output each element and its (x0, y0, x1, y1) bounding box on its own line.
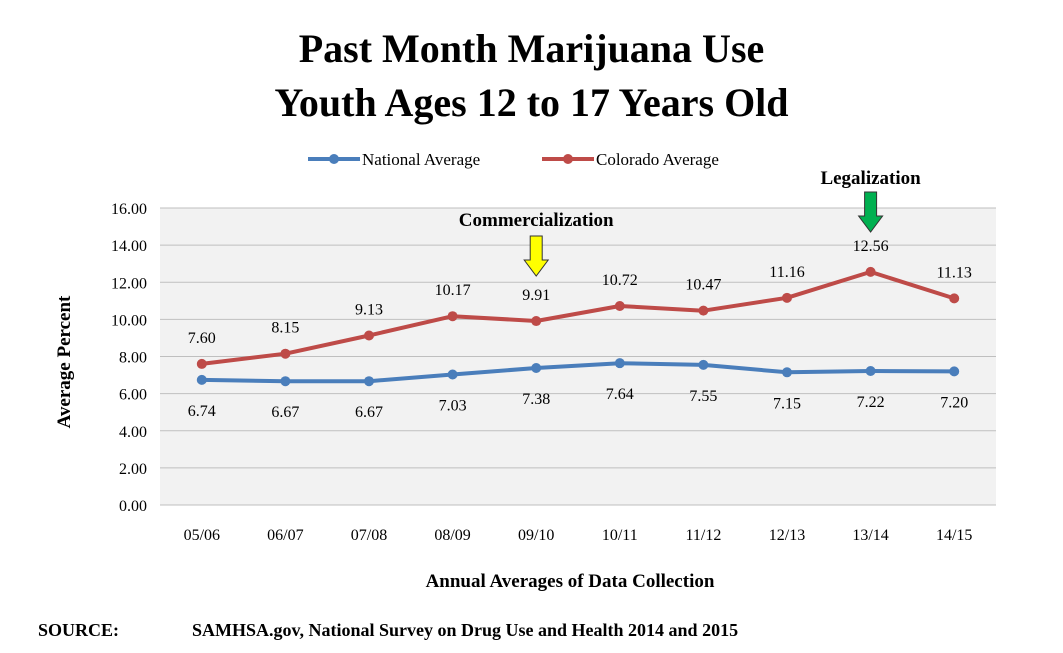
x-tick-label: 09/10 (518, 527, 554, 544)
x-tick-label: 08/09 (434, 527, 470, 544)
data-label: 7.15 (773, 395, 801, 412)
data-point (865, 266, 876, 277)
x-axis: 05/06 06/07 07/08 08/09 09/10 10/11 11/12 12/13… (184, 527, 973, 544)
legend-label: Colorado Average (596, 150, 719, 169)
data-label: 11.16 (769, 264, 804, 281)
data-point (531, 316, 542, 327)
data-point (865, 365, 876, 376)
data-label: 10.72 (602, 272, 638, 289)
data-point (614, 301, 625, 312)
y-tick-label: 16.00 (111, 201, 147, 218)
annotation-label: Legalization (820, 168, 921, 189)
data-label: 6.67 (271, 404, 299, 421)
data-point (782, 367, 792, 378)
data-label: 7.20 (940, 394, 968, 411)
chart-title-line-1: Past Month Marijuana Use (298, 26, 765, 71)
x-tick-label: 12/13 (769, 527, 805, 544)
data-label: 10.17 (435, 282, 471, 299)
data-label: 6.74 (188, 403, 216, 420)
data-label: 7.22 (857, 394, 885, 411)
data-label: 7.38 (522, 391, 550, 408)
data-point (196, 374, 207, 385)
data-point (614, 358, 625, 369)
source-label: SOURCE: (38, 620, 120, 640)
data-point (531, 363, 542, 374)
series-line-1 (201, 269, 955, 366)
data-label: 7.64 (606, 386, 634, 403)
data-point (698, 305, 709, 316)
data-labels: 6.74 6.67 6.67 7.03 7.38 7.64 7.55 7.15 7.22 7.20… (188, 238, 972, 421)
x-tick-label: 05/06 (184, 527, 220, 544)
data-point (698, 359, 709, 370)
y-tick-label: 0.00 (119, 498, 147, 515)
data-point (782, 292, 792, 303)
annotation-arrow (857, 191, 884, 233)
data-point (949, 293, 960, 304)
grid (160, 207, 996, 506)
source-text: SAMHSA.gov, National Survey on Drug Use … (192, 620, 739, 640)
data-label: 8.15 (271, 320, 299, 337)
data-label: 11.13 (936, 264, 971, 281)
series-line-0 (201, 361, 955, 384)
y-tick-label: 14.00 (111, 238, 147, 255)
x-tick-label: 13/14 (852, 527, 888, 544)
data-point (949, 366, 960, 377)
x-tick-label: 07/08 (351, 527, 387, 544)
data-label: 6.67 (355, 404, 383, 421)
legend-marker (329, 154, 339, 164)
data-point (280, 376, 291, 387)
data-label: 7.03 (439, 398, 467, 415)
x-tick-label: 10/11 (602, 527, 638, 544)
data-label: 7.55 (689, 388, 717, 405)
data-label: 7.60 (188, 330, 216, 347)
x-tick-label: 06/07 (267, 527, 303, 544)
x-tick-label: 11/12 (685, 527, 721, 544)
data-label: 9.13 (355, 302, 383, 319)
y-tick-label: 8.00 (119, 350, 147, 367)
y-tick-label: 2.00 (119, 461, 147, 478)
y-tick-label: 4.00 (119, 424, 147, 441)
legend: National Average Colorado Average (308, 150, 719, 169)
series-lines (201, 269, 955, 384)
y-axis-label: Average Percent (54, 295, 75, 428)
data-label: 12.56 (853, 238, 889, 255)
data-point (196, 358, 207, 369)
annotations: Commercialization Legalization (459, 168, 921, 277)
legend-label: National Average (362, 150, 480, 169)
data-point (280, 348, 291, 359)
series-points (196, 266, 960, 387)
annotation-arrow (523, 235, 550, 277)
y-tick-label: 12.00 (111, 275, 147, 292)
data-point (364, 376, 374, 387)
data-point (364, 330, 374, 341)
y-tick-label: 10.00 (111, 312, 147, 329)
x-axis-label: Annual Averages of Data Collection (426, 571, 715, 592)
y-axis: 0.00 2.00 4.00 6.00 8.00 10.00 12.00 14.00 16.00 (111, 201, 147, 515)
data-label: 10.47 (685, 277, 721, 294)
legend-marker (563, 154, 573, 164)
y-tick-label: 6.00 (119, 387, 147, 404)
data-point (447, 311, 458, 322)
data-label: 9.91 (522, 287, 550, 304)
data-point (447, 369, 458, 380)
annotation-label: Commercialization (459, 210, 614, 231)
x-tick-label: 14/15 (936, 527, 972, 544)
chart-title-line-2: Youth Ages 12 to 17 Years Old (274, 80, 789, 125)
